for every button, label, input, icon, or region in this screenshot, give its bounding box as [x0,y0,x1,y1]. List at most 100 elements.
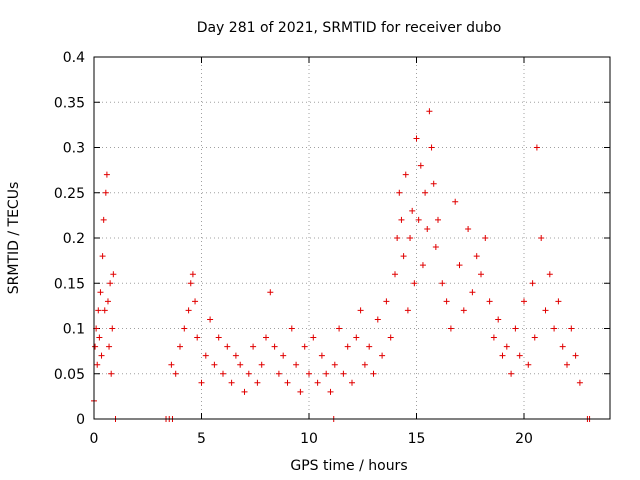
data-point [576,379,583,386]
data-point [508,370,515,377]
data-point [551,325,558,332]
x-tick-label: 10 [300,431,318,447]
data-point [404,307,411,314]
data-point [396,189,403,196]
data-point [392,271,398,278]
data-point [344,343,351,350]
data-point [439,280,446,287]
data-point [267,289,274,296]
data-point [172,370,179,377]
x-tick-label: 20 [515,431,533,447]
data-point [109,325,116,332]
data-point [370,370,377,377]
data-point [237,361,244,368]
data-point [187,280,194,287]
data-point [297,388,304,395]
data-point [301,343,308,350]
data-point [443,298,450,305]
data-point [194,334,201,341]
data-point [422,189,429,196]
data-point [357,307,364,314]
data-point [207,316,214,323]
data-point [521,298,527,305]
data-point [413,135,420,142]
data-point [254,379,261,386]
data-point [512,325,519,332]
data-point [97,289,104,296]
data-point [379,352,386,359]
data-point [245,370,252,377]
data-point [435,216,441,223]
data-point [108,370,115,377]
data-point [424,225,431,232]
data-point [318,352,325,359]
data-point [250,343,257,350]
data-point [525,361,532,368]
data-point [96,334,103,341]
data-point [529,280,536,287]
y-tick-label: 0.3 [63,141,85,157]
data-point [228,379,235,386]
data-point [211,361,218,368]
data-point [503,343,510,350]
data-point [293,361,300,368]
data-point [430,180,437,187]
data-point [306,370,312,377]
data-point [486,298,493,305]
data-point [387,334,394,341]
data-point [564,361,570,368]
data-point [426,108,433,115]
data-point [340,370,347,377]
y-tick-label: 0.1 [63,322,85,338]
data-point [232,352,239,359]
data-point [465,225,472,232]
y-axis-ticks: 0 0.05 0.1 0.15 0.2 0.25 0.3 0.35 0.4 [54,50,610,428]
data-point [101,307,108,314]
x-axis-ticks: 0 5 10 15 20 [90,57,533,447]
data-point [417,162,424,169]
data-point [402,171,409,178]
data-point [323,370,330,377]
data-point [460,307,467,314]
y-tick-label: 0.4 [63,50,85,66]
data-point [415,216,422,223]
data-point [280,352,287,359]
data-point [469,289,476,296]
data-point [407,235,414,241]
chart-title: Day 281 of 2021, SRMTID for receiver dub… [197,20,502,36]
data-point [288,325,295,332]
data-point [411,280,418,287]
y-tick-label: 0.35 [54,95,85,111]
y-axis-label: SRMTID / TECUs [6,182,22,295]
data-point [473,253,480,260]
data-point [224,343,231,350]
data-point [432,244,439,251]
data-point [263,334,269,341]
data-point [538,235,545,241]
data-point [499,352,506,359]
data-point [452,198,459,205]
data-point [258,361,265,368]
y-tick-label: 0.15 [54,276,85,292]
data-point [495,316,502,323]
data-point [419,262,426,269]
data-point [95,307,102,314]
data-point [241,388,248,395]
data-point [353,334,360,341]
data-point [192,298,199,305]
plot-frame [93,56,611,420]
y-tick-label: 0.2 [63,231,85,247]
data-point [478,271,484,278]
data-point [275,370,282,377]
data-point [99,253,106,260]
data-point [185,307,192,314]
data-point [546,271,553,278]
data-point [102,189,109,196]
data-point [110,271,117,278]
data-point [271,343,278,350]
data-point [177,343,183,350]
data-point [100,216,107,223]
y-tick-label: 0.25 [54,186,85,202]
y-tick-label: 0 [76,412,85,428]
data-point [314,379,321,386]
